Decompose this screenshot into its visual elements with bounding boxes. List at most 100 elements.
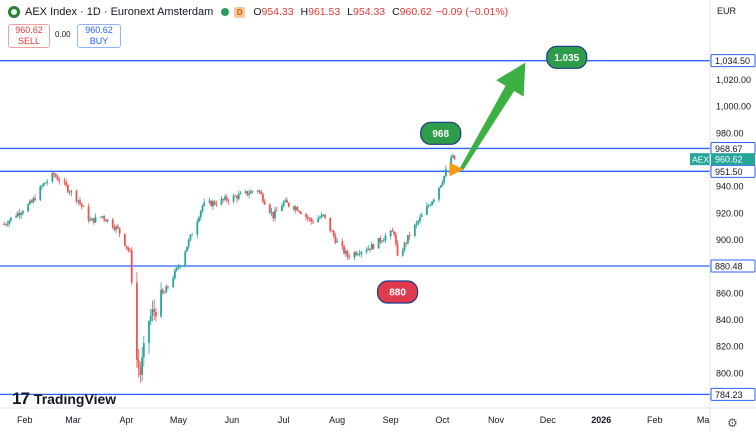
candle-body bbox=[115, 226, 118, 230]
candle-body bbox=[413, 224, 416, 236]
candle-body bbox=[208, 200, 211, 203]
candle-body bbox=[419, 216, 421, 221]
candle-body bbox=[420, 214, 423, 217]
candle-body bbox=[6, 224, 9, 225]
candle-body bbox=[370, 244, 373, 250]
candle-body bbox=[27, 204, 30, 212]
buy-button[interactable]: 960.62 BUY bbox=[77, 24, 121, 48]
candle-body bbox=[377, 238, 380, 249]
candle-body bbox=[139, 367, 142, 375]
candle-body bbox=[244, 191, 247, 193]
candle-body bbox=[89, 220, 92, 222]
candle-body bbox=[407, 235, 409, 244]
callout-bubble[interactable] bbox=[376, 280, 419, 304]
candle-body bbox=[329, 217, 332, 231]
candle-body bbox=[260, 191, 263, 195]
candle-body bbox=[80, 203, 83, 207]
delayed-badge: D bbox=[234, 6, 246, 18]
candle-body bbox=[213, 201, 216, 205]
candle-body bbox=[30, 200, 33, 203]
price-tick-label: 1,000.00 bbox=[716, 102, 751, 112]
settings-gear-icon[interactable]: ⚙ bbox=[727, 416, 738, 430]
candle-body bbox=[360, 251, 363, 254]
candle-body bbox=[94, 216, 97, 223]
candle-body bbox=[356, 254, 359, 255]
candle-body bbox=[79, 200, 81, 204]
candle-body bbox=[282, 201, 285, 207]
candle-body bbox=[103, 216, 106, 220]
candle-body bbox=[201, 205, 204, 211]
callout-bubble[interactable] bbox=[546, 45, 588, 69]
candle-body bbox=[160, 289, 162, 317]
tradingview-wordmark: TradingView bbox=[33, 391, 117, 407]
candle-body bbox=[415, 222, 418, 225]
candle-body bbox=[394, 234, 397, 244]
symbol-title[interactable]: AEX Index · 1D · Euronext Amsterdam bbox=[25, 6, 214, 18]
candle-body bbox=[236, 196, 238, 199]
price-tick-label: 900.00 bbox=[716, 235, 744, 245]
candle-body bbox=[287, 202, 290, 207]
currency-selector[interactable]: EUR bbox=[717, 6, 737, 16]
candle-body bbox=[331, 230, 333, 232]
candle-body bbox=[298, 210, 301, 213]
candle-body bbox=[391, 230, 394, 232]
sell-button[interactable]: 960.62 SELL bbox=[8, 24, 50, 48]
candle-body bbox=[51, 173, 54, 182]
current-price-tag bbox=[711, 153, 755, 166]
time-tick-label: Nov bbox=[488, 415, 505, 425]
candle-body bbox=[322, 214, 325, 216]
candle-body bbox=[401, 250, 404, 256]
candle-body bbox=[179, 265, 181, 268]
symbol-tag bbox=[690, 153, 710, 166]
candle-body bbox=[389, 230, 392, 237]
candle-body bbox=[28, 200, 31, 205]
level-price-label: 951.50 bbox=[715, 167, 743, 177]
candle-body bbox=[310, 218, 313, 222]
candle-body bbox=[367, 248, 370, 251]
candle-body bbox=[142, 342, 145, 358]
candle-body bbox=[439, 185, 442, 188]
candle-body bbox=[4, 224, 7, 225]
candle-body bbox=[111, 219, 114, 228]
candle-body bbox=[346, 251, 349, 257]
target-arrow[interactable] bbox=[459, 62, 526, 171]
candle-body bbox=[155, 312, 157, 317]
candle-body bbox=[441, 182, 444, 186]
candle-body bbox=[308, 218, 311, 220]
time-tick-label: Jul bbox=[278, 415, 290, 425]
candle-body bbox=[101, 216, 104, 217]
candle-body bbox=[275, 210, 278, 212]
candle-body bbox=[148, 321, 150, 343]
candle-body bbox=[431, 201, 433, 206]
candle-body bbox=[239, 192, 242, 195]
candle-body bbox=[187, 239, 190, 247]
candle-body bbox=[70, 190, 73, 193]
candle-body bbox=[224, 196, 226, 200]
candle-body bbox=[151, 309, 154, 316]
candle-body bbox=[104, 219, 107, 222]
price-tick-label: 940.00 bbox=[716, 182, 744, 192]
spread-value: 0.00 bbox=[55, 30, 71, 39]
candle-body bbox=[186, 246, 188, 252]
candle-body bbox=[396, 243, 399, 256]
candle-body bbox=[324, 214, 326, 218]
candle-body bbox=[34, 198, 36, 201]
candle-body bbox=[222, 198, 225, 200]
candle-body bbox=[177, 267, 180, 269]
ohlc-readout: O954.33 H961.53 L954.33 C960.62 bbox=[253, 6, 432, 18]
candle-body bbox=[141, 357, 143, 375]
candle-body bbox=[379, 238, 382, 242]
candle-body bbox=[20, 213, 23, 215]
candle-body bbox=[369, 248, 371, 250]
symbol-tag-label: AEX bbox=[692, 155, 709, 165]
candle-body bbox=[305, 213, 307, 217]
candle-body bbox=[8, 220, 11, 225]
candle-body bbox=[39, 186, 42, 201]
callout-bubble[interactable] bbox=[420, 121, 462, 145]
candle-body bbox=[153, 309, 156, 313]
candle-body bbox=[344, 251, 347, 254]
candle-body bbox=[123, 233, 126, 246]
candle-body bbox=[336, 241, 339, 243]
candle-body bbox=[299, 212, 302, 214]
